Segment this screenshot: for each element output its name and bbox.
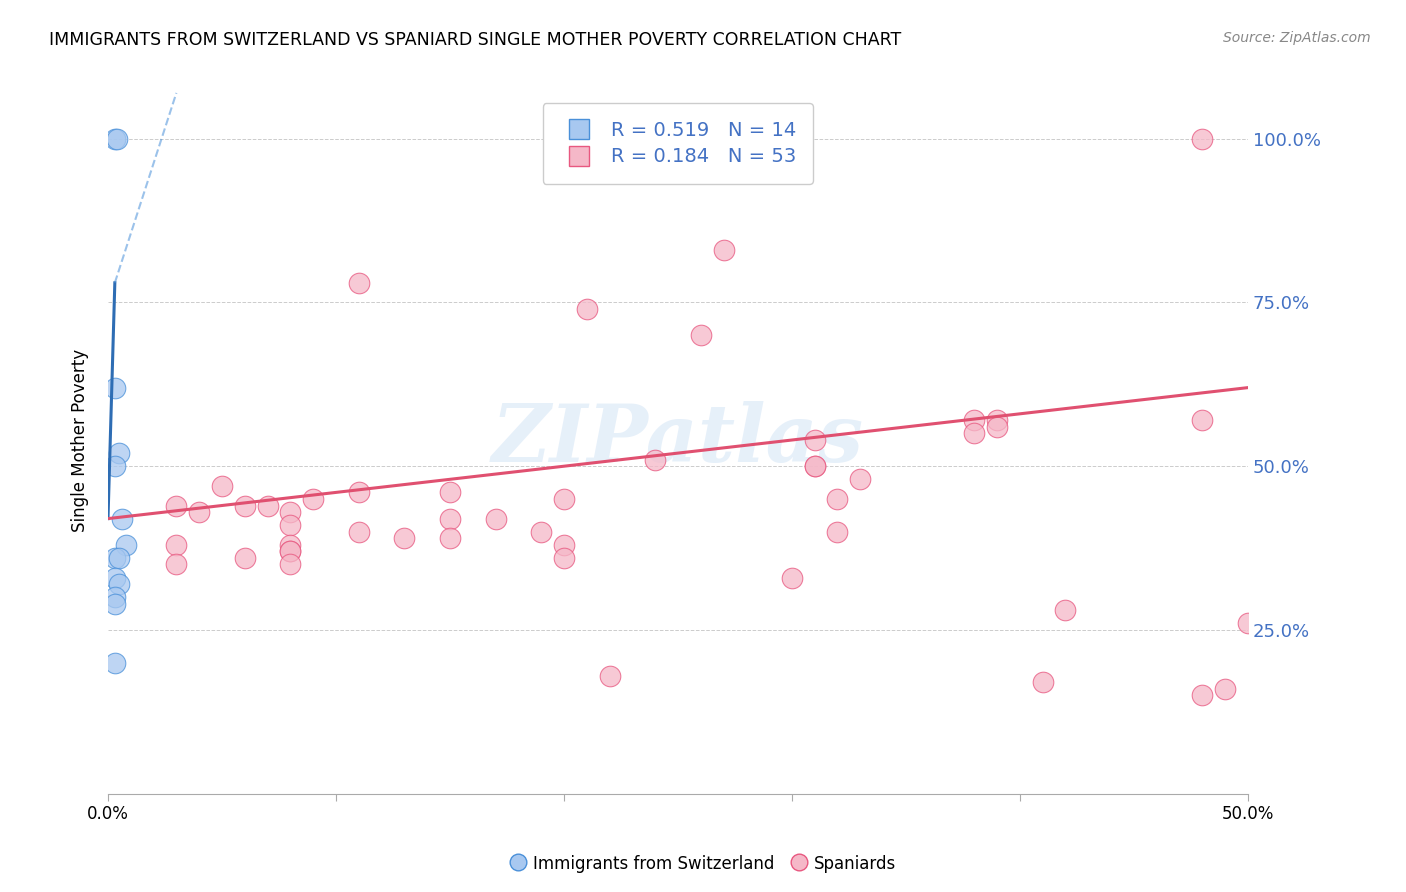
Point bbox=[803, 459, 825, 474]
Point bbox=[104, 550, 127, 565]
Point bbox=[439, 511, 461, 525]
Point bbox=[280, 538, 302, 552]
Point bbox=[280, 544, 302, 558]
Point bbox=[780, 570, 803, 584]
Point bbox=[1191, 413, 1213, 427]
Point bbox=[108, 446, 131, 460]
Point bbox=[1032, 675, 1054, 690]
Point bbox=[599, 669, 621, 683]
Point bbox=[211, 479, 233, 493]
Point bbox=[104, 597, 127, 611]
Point bbox=[849, 472, 872, 486]
Point bbox=[713, 243, 735, 257]
Point bbox=[104, 570, 127, 584]
Point bbox=[986, 420, 1008, 434]
Point bbox=[347, 485, 370, 500]
Text: Source: ZipAtlas.com: Source: ZipAtlas.com bbox=[1223, 31, 1371, 45]
Point bbox=[115, 538, 138, 552]
Point bbox=[575, 301, 598, 316]
Point bbox=[1054, 603, 1077, 617]
Point bbox=[689, 328, 711, 343]
Point bbox=[439, 531, 461, 545]
Point bbox=[484, 511, 506, 525]
Legend: Immigrants from Switzerland, Spaniards: Immigrants from Switzerland, Spaniards bbox=[503, 848, 903, 880]
Point bbox=[439, 485, 461, 500]
Point bbox=[165, 558, 187, 572]
Point bbox=[108, 550, 131, 565]
Point bbox=[963, 413, 986, 427]
Point bbox=[553, 538, 575, 552]
Point bbox=[165, 499, 187, 513]
Point bbox=[280, 518, 302, 533]
Point bbox=[1237, 616, 1260, 631]
Text: IMMIGRANTS FROM SWITZERLAND VS SPANIARD SINGLE MOTHER POVERTY CORRELATION CHART: IMMIGRANTS FROM SWITZERLAND VS SPANIARD … bbox=[49, 31, 901, 49]
Point bbox=[553, 550, 575, 565]
Point bbox=[104, 132, 127, 146]
Point bbox=[803, 433, 825, 447]
Y-axis label: Single Mother Poverty: Single Mother Poverty bbox=[72, 349, 89, 532]
Point bbox=[986, 413, 1008, 427]
Point bbox=[1191, 132, 1213, 146]
Point bbox=[394, 531, 416, 545]
Point bbox=[256, 499, 278, 513]
Point bbox=[644, 452, 666, 467]
Point bbox=[302, 491, 325, 506]
Text: ZIPatlas: ZIPatlas bbox=[492, 401, 863, 479]
Point bbox=[280, 544, 302, 558]
Point bbox=[347, 524, 370, 539]
Point bbox=[963, 426, 986, 441]
Point bbox=[233, 550, 256, 565]
Point bbox=[280, 558, 302, 572]
Point bbox=[803, 459, 825, 474]
Point bbox=[233, 499, 256, 513]
Point bbox=[165, 538, 187, 552]
Legend: R = 0.519   N = 14, R = 0.184   N = 53: R = 0.519 N = 14, R = 0.184 N = 53 bbox=[543, 103, 813, 184]
Point bbox=[347, 276, 370, 290]
Point bbox=[553, 491, 575, 506]
Point bbox=[827, 524, 849, 539]
Point bbox=[111, 511, 134, 525]
Point bbox=[827, 491, 849, 506]
Point bbox=[280, 505, 302, 519]
Point bbox=[188, 505, 211, 519]
Point bbox=[108, 577, 131, 591]
Point bbox=[104, 591, 127, 605]
Point bbox=[1213, 681, 1236, 696]
Point bbox=[105, 132, 128, 146]
Point bbox=[104, 459, 127, 474]
Point bbox=[1191, 689, 1213, 703]
Point bbox=[530, 524, 553, 539]
Point bbox=[104, 656, 127, 670]
Point bbox=[104, 381, 127, 395]
